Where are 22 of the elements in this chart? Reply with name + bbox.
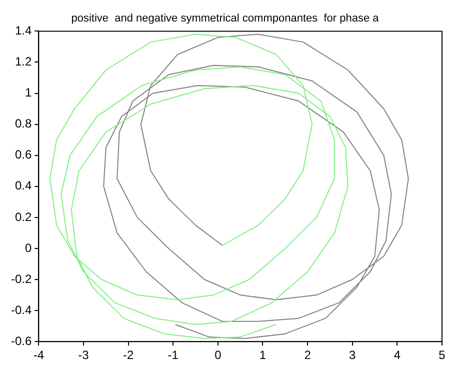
x-tick-label: 3 — [349, 348, 356, 362]
y-tick-label: 0 — [24, 240, 32, 255]
y-tick-label: 0.2 — [14, 210, 32, 224]
y-tick-label: 1 — [24, 86, 32, 100]
x-tick-label: -2 — [122, 348, 134, 362]
x-tick-label: 4 — [394, 348, 401, 362]
x-tick-label: 0 — [214, 348, 222, 362]
x-tick-label: -3 — [78, 348, 90, 362]
x-tick-label: 5 — [438, 348, 446, 362]
y-tick-label: -0.2 — [10, 272, 32, 286]
y-tick-label: -0.4 — [10, 302, 32, 317]
chart-title: positive and negative symmetrical commponantes for phase a — [71, 12, 380, 25]
y-tick-label: 1.4 — [14, 24, 32, 38]
x-tick-label: 1 — [259, 348, 266, 362]
y-tick-label: 0.6 — [14, 148, 32, 162]
y-tick-label: 0.4 — [14, 178, 32, 193]
x-tick-label: -4 — [33, 348, 44, 362]
x-tick-label: -1 — [168, 348, 179, 362]
y-tick-label: 0.8 — [14, 116, 32, 131]
y-tick-label: -0.6 — [10, 334, 32, 348]
x-tick-label: 2 — [304, 348, 312, 362]
y-tick-label: 1.2 — [14, 54, 32, 69]
